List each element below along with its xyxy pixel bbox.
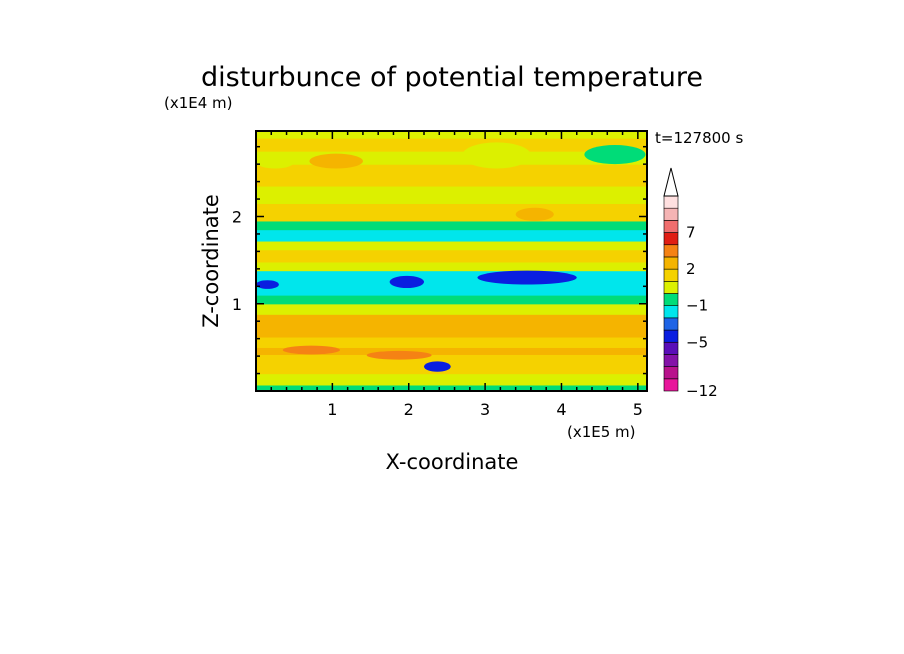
colorbar-segment [663,341,679,355]
chart-title: disturbunce of potential temperature [201,62,703,93]
field-patch [256,280,279,289]
colorbar-segment [663,281,679,294]
field-band [256,261,647,272]
field-band [256,354,647,375]
field-band [256,270,647,296]
plot-frame [255,130,648,392]
colorbar-label: −12 [686,382,718,400]
field-patch [309,153,363,169]
colorbar-segment [663,293,679,306]
field-band [256,249,647,263]
colorbar-segment [663,329,679,343]
field-patch [256,155,295,169]
colorbar-segment [663,232,679,246]
field-band [256,295,647,305]
contour-field [256,131,647,391]
field-patch [477,270,577,285]
field-band [256,185,647,205]
y-tick-label: 1 [232,295,242,314]
time-label: t=127800 s [655,129,743,147]
y-tick-label: 2 [232,208,242,227]
colorbar: −12−5−127 [663,167,718,400]
colorbar-label: −5 [686,333,708,351]
colorbar-segment [663,256,679,270]
colorbar-segment [663,220,679,233]
field-patch [389,275,425,289]
y-tick-labels: 12 [232,208,242,314]
colorbar-segment [663,195,679,209]
y-unit-label: (x1E4 m) [164,94,233,112]
field-patch [515,207,554,221]
colorbar-extend-arrow [663,167,679,197]
field-patch [282,345,341,355]
field-band [256,203,647,222]
colorbar-segment [663,366,679,380]
colorbar-segment [663,317,679,331]
x-tick-label: 5 [633,400,643,419]
colorbar-segment [663,378,679,392]
field-band [256,229,647,242]
field-band [256,240,647,251]
field-band [256,131,647,139]
field-band [256,164,647,187]
colorbar-label: 7 [686,224,696,242]
field-band [256,384,647,391]
colorbar-label: −1 [686,297,708,315]
field-patch [366,350,432,360]
field-band [256,220,647,231]
x-axis-label: X-coordinate [386,450,519,474]
colorbar-label: 2 [686,260,696,278]
x-tick-label: 4 [556,400,566,419]
field-band [256,137,647,152]
field-patch [462,142,531,169]
colorbar-segment [663,354,679,367]
field-band [256,303,647,315]
x-tick-label: 1 [327,400,337,419]
y-axis-label: Z-coordinate [199,194,223,328]
field-band [256,336,647,348]
x-tick-label: 3 [480,400,490,419]
x-tick-labels: 1 2 3 4 5 [327,400,643,419]
field-patch [584,144,646,165]
field-patch [424,361,451,372]
x-unit-label: (x1E5 m) [567,423,636,441]
colorbar-segment [663,268,679,282]
x-tick-label: 2 [404,400,414,419]
field-band [256,373,647,386]
axis-ticks [256,131,647,391]
colorbar-segment [663,305,679,319]
field-band [256,347,647,355]
field-band [256,314,647,338]
colorbar-segment [663,244,679,258]
colorbar-segment [663,207,679,221]
